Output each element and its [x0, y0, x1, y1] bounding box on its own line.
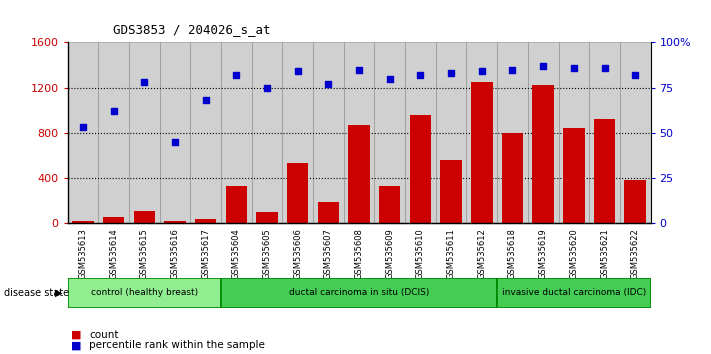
Text: invasive ductal carcinoma (IDC): invasive ductal carcinoma (IDC)	[502, 289, 646, 297]
Bar	[221, 42, 252, 223]
Bar	[195, 219, 216, 223]
Point	[169, 139, 181, 145]
Bar	[256, 212, 278, 223]
Text: ductal carcinoma in situ (DCIS): ductal carcinoma in situ (DCIS)	[289, 289, 429, 297]
Bar	[559, 42, 589, 223]
Bar	[68, 278, 221, 308]
Bar	[252, 42, 282, 223]
Bar	[318, 202, 339, 223]
Bar	[221, 278, 497, 308]
Point	[445, 70, 456, 76]
Text: ▶: ▶	[55, 288, 63, 298]
Bar	[440, 160, 462, 223]
Point	[262, 85, 273, 91]
Bar	[497, 278, 651, 308]
Bar	[436, 42, 466, 223]
Bar	[68, 42, 98, 223]
Bar	[466, 42, 497, 223]
Bar	[375, 42, 405, 223]
Point	[230, 72, 242, 78]
Point	[507, 67, 518, 73]
Bar	[287, 163, 309, 223]
Bar	[624, 180, 646, 223]
Point	[77, 125, 89, 130]
Bar	[471, 82, 493, 223]
Point	[415, 72, 426, 78]
Point	[599, 65, 610, 70]
Bar	[528, 42, 559, 223]
Bar	[410, 115, 431, 223]
Bar	[313, 42, 343, 223]
Text: control (healthy breast): control (healthy breast)	[91, 289, 198, 297]
Bar	[497, 42, 528, 223]
Point	[292, 69, 304, 74]
Bar	[379, 186, 400, 223]
Bar	[533, 85, 554, 223]
Point	[476, 69, 488, 74]
Bar	[502, 133, 523, 223]
Point	[108, 108, 119, 114]
Bar	[589, 42, 620, 223]
Text: ■: ■	[71, 341, 82, 350]
Bar	[594, 119, 615, 223]
Bar	[134, 211, 155, 223]
Point	[200, 97, 211, 103]
Point	[353, 67, 365, 73]
Bar	[282, 42, 313, 223]
Bar	[348, 125, 370, 223]
Text: GDS3853 / 204026_s_at: GDS3853 / 204026_s_at	[113, 23, 271, 36]
Text: count: count	[89, 330, 118, 340]
Point	[323, 81, 334, 87]
Point	[384, 76, 395, 81]
Bar	[343, 42, 375, 223]
Text: ■: ■	[71, 330, 82, 340]
Bar	[191, 42, 221, 223]
Bar	[405, 42, 436, 223]
Bar	[225, 186, 247, 223]
Bar	[164, 221, 186, 223]
Point	[139, 79, 150, 85]
Point	[568, 65, 579, 70]
Bar	[72, 221, 94, 223]
Bar	[103, 217, 124, 223]
Bar	[620, 42, 651, 223]
Text: disease state: disease state	[4, 288, 69, 298]
Bar	[563, 128, 584, 223]
Bar	[129, 42, 159, 223]
Point	[629, 72, 641, 78]
Point	[538, 63, 549, 69]
Bar	[159, 42, 191, 223]
Text: percentile rank within the sample: percentile rank within the sample	[89, 341, 264, 350]
Bar	[98, 42, 129, 223]
